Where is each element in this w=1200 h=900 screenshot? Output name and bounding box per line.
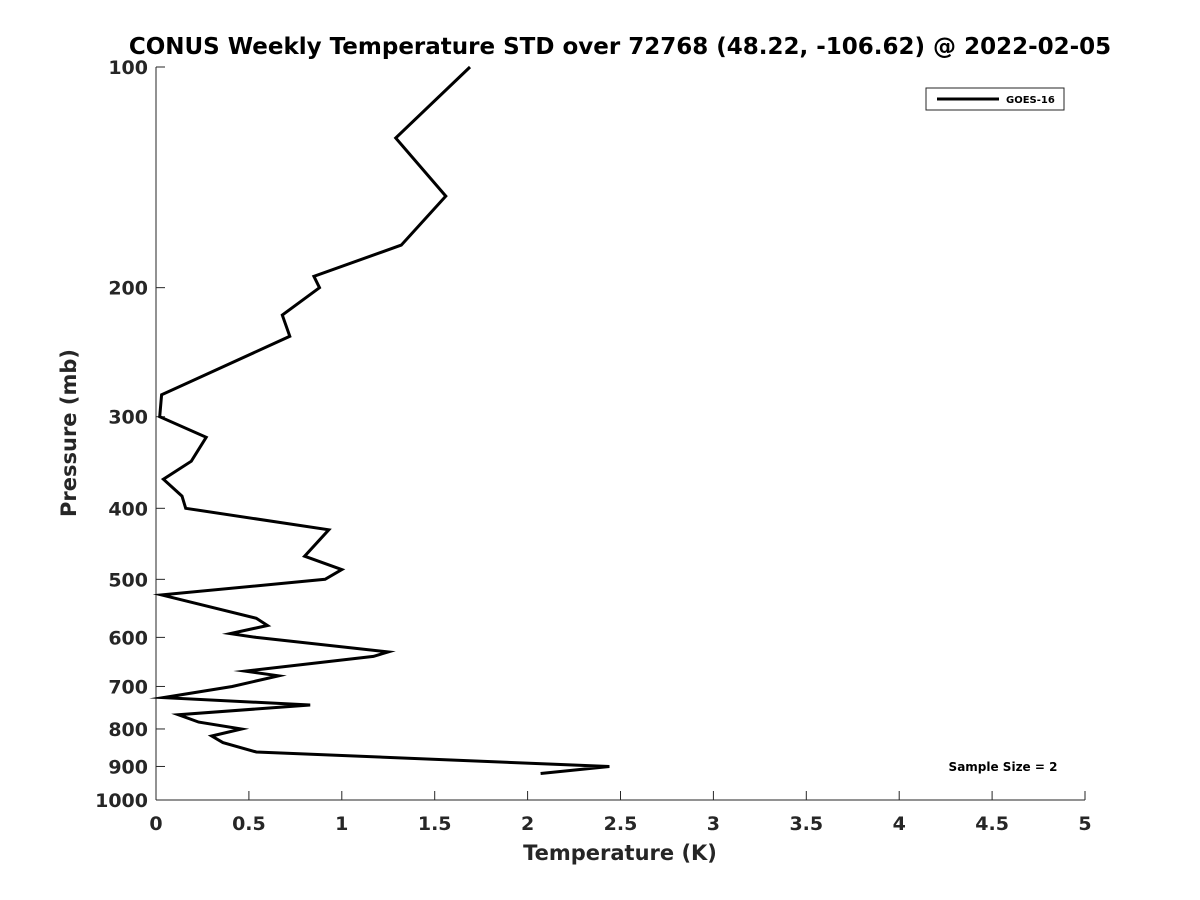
y-tick-label: 500 [108, 569, 148, 591]
x-tick-label: 4.5 [975, 813, 1009, 835]
legend-label-goes-16: GOES-16 [1006, 95, 1055, 106]
x-tick-label: 2 [521, 813, 534, 835]
y-tick-label: 1000 [95, 790, 148, 812]
x-tick-label: 0 [149, 813, 162, 835]
chart-title: CONUS Weekly Temperature STD over 72768 … [129, 34, 1111, 60]
y-tick-label: 700 [108, 676, 148, 698]
legend: GOES-16 [925, 87, 1065, 111]
sample-size-annotation: Sample Size = 2 [949, 760, 1058, 774]
x-tick-label: 5 [1078, 813, 1091, 835]
plot-axes: 0 0.5 1 1.5 2 2.5 3 3.5 4 4.5 5 100 200 300 400 500 600 7… [95, 57, 1092, 835]
x-axis-label: Temperature (K) [523, 841, 717, 865]
x-tick-label: 3 [707, 813, 720, 835]
x-tick-label: 3.5 [789, 813, 823, 835]
x-tick-label: 1.5 [418, 813, 452, 835]
y-tick-label: 600 [108, 627, 148, 649]
y-tick-label: 200 [108, 278, 148, 300]
series-line-goes-16 [149, 65, 610, 775]
y-tick-label: 800 [108, 719, 148, 741]
series-layer [149, 65, 610, 775]
x-tick-label: 1 [335, 813, 348, 835]
y-tick-label: 300 [108, 407, 148, 429]
y-axis-label: Pressure (mb) [57, 349, 81, 517]
x-tick-label: 4 [893, 813, 906, 835]
y-tick-label: 400 [108, 498, 148, 520]
x-tick-label: 2.5 [604, 813, 638, 835]
y-tick-label: 900 [108, 756, 148, 778]
x-tick-label: 0.5 [232, 813, 266, 835]
y-tick-label: 100 [108, 57, 148, 79]
